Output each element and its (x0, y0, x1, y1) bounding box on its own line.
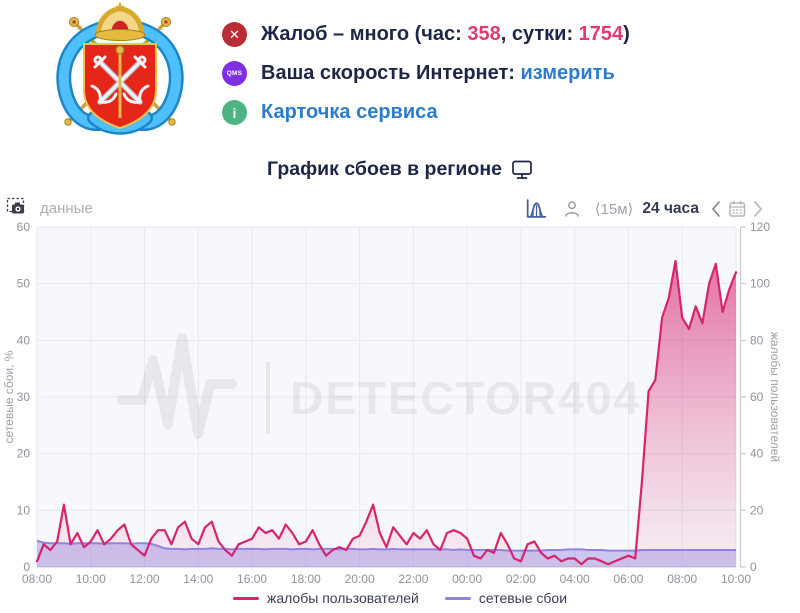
svg-text:40: 40 (750, 447, 764, 461)
range-selector[interactable]: 24 часа (642, 199, 699, 217)
legend-item[interactable]: жалобы пользователей (232, 590, 419, 606)
measure-speed-link[interactable]: измерить (520, 62, 615, 84)
complaints-day-value: 1754 (578, 23, 624, 45)
status-text-part: , сутки: (500, 23, 579, 45)
monitor-icon (512, 160, 532, 179)
svg-text:40: 40 (17, 333, 31, 347)
status-text-part: ) (623, 23, 630, 45)
svg-text:16:00: 16:00 (237, 572, 267, 586)
svg-text:20: 20 (17, 447, 31, 461)
svg-text:10:00: 10:00 (721, 572, 751, 586)
calendar-icon[interactable] (727, 198, 747, 219)
failures-line (36, 539, 736, 552)
svg-text:06:00: 06:00 (613, 572, 643, 586)
chart-toolbar-right: ⟨15м⟩ 24 часа (523, 196, 764, 221)
status-row-service-card: i Карточка сервиса (222, 100, 630, 125)
chevron-right-icon[interactable] (752, 200, 764, 218)
status-text: Карточка сервиса (261, 101, 438, 124)
chart-title-row: График сбоев в регионе (0, 158, 800, 181)
svg-text:60: 60 (17, 222, 31, 234)
status-text-part: Ваша скорость Интернет: (261, 62, 521, 84)
watermark: DETECTOR404 (117, 333, 641, 439)
svg-text:0: 0 (750, 560, 757, 574)
svg-text:60: 60 (750, 390, 764, 404)
complaints-hour-value: 358 (467, 23, 501, 45)
chart-toolbar-left: данные (6, 197, 93, 220)
chevron-left-icon[interactable] (710, 200, 722, 218)
svg-text:08:00: 08:00 (22, 572, 52, 586)
pulse-icon (117, 333, 237, 439)
coat-of-arms (56, 3, 184, 135)
svg-text:14:00: 14:00 (183, 572, 213, 586)
distribution-icon[interactable] (523, 196, 549, 221)
interval-selector[interactable]: ⟨15м⟩ (594, 200, 634, 218)
svg-text:12:00: 12:00 (130, 572, 160, 586)
chart-series (35, 259, 738, 567)
status-text: Ваша скорость Интернет: измерить (261, 62, 615, 85)
svg-text:02:00: 02:00 (506, 572, 536, 586)
svg-text:50: 50 (17, 277, 31, 291)
svg-text:20: 20 (750, 503, 764, 517)
sceptre (115, 45, 125, 118)
svg-text:120: 120 (750, 222, 770, 234)
status-text-part: Жалоб – много (час: (261, 23, 468, 45)
svg-text:04:00: 04:00 (560, 572, 590, 586)
complaints-line (35, 259, 738, 566)
svg-text:30: 30 (17, 390, 31, 404)
legend-item[interactable]: сетевые сбои (444, 590, 568, 606)
status-row-speedtest: QMS Ваша скорость Интернет: измерить (222, 61, 630, 86)
legend-label: сетевые сбои (478, 590, 568, 606)
watermark-text: DETECTOR404 (290, 372, 641, 424)
data-label: данные (40, 200, 93, 217)
chart: DETECTOR404 0 10 20 30 40 50 60 0 20 40 60 80 100 120… (0, 220, 800, 597)
error-icon: ✕ (222, 22, 247, 47)
chart-axes: 0 10 20 30 40 50 60 0 20 40 60 80 100 120 08:00 10:00 12… (2, 220, 782, 586)
chart-title: График сбоев в регионе (267, 158, 502, 180)
right-axis-label: жалобы пользователей (768, 332, 782, 462)
svg-text:20:00: 20:00 (345, 572, 375, 586)
legend-marker (444, 596, 471, 600)
complaints-area (37, 261, 736, 567)
status-row-complaints: ✕ Жалоб – много (час: 358, сутки: 1754) (222, 22, 630, 47)
svg-text:22:00: 22:00 (398, 572, 428, 586)
svg-text:10:00: 10:00 (76, 572, 106, 586)
legend-marker (232, 596, 259, 600)
info-icon: i (222, 100, 247, 125)
svg-text:10: 10 (17, 503, 31, 517)
left-axis-label: сетевые сбои, % (2, 350, 16, 443)
svg-text:08:00: 08:00 (667, 572, 697, 586)
status-list: ✕ Жалоб – много (час: 358, сутки: 1754) … (222, 22, 630, 125)
svg-text:80: 80 (750, 333, 764, 347)
user-icon[interactable] (562, 198, 582, 219)
screenshot-camera-icon[interactable] (6, 197, 29, 220)
svg-text:18:00: 18:00 (291, 572, 321, 586)
imperial-crown (94, 3, 146, 41)
status-text: Жалоб – много (час: 358, сутки: 1754) (261, 23, 630, 46)
svg-text:00:00: 00:00 (452, 572, 482, 586)
qms-icon: QMS (222, 61, 247, 86)
chart-legend: жалобы пользователей сетевые сбои (0, 590, 800, 606)
legend-label: жалобы пользователей (266, 590, 419, 606)
svg-text:100: 100 (750, 277, 770, 291)
service-card-link[interactable]: Карточка сервиса (261, 101, 438, 123)
svg-text:0: 0 (23, 560, 30, 574)
